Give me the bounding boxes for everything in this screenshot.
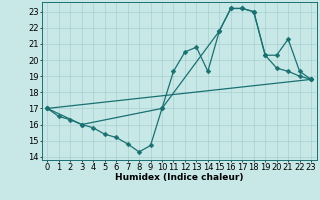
- X-axis label: Humidex (Indice chaleur): Humidex (Indice chaleur): [115, 173, 244, 182]
